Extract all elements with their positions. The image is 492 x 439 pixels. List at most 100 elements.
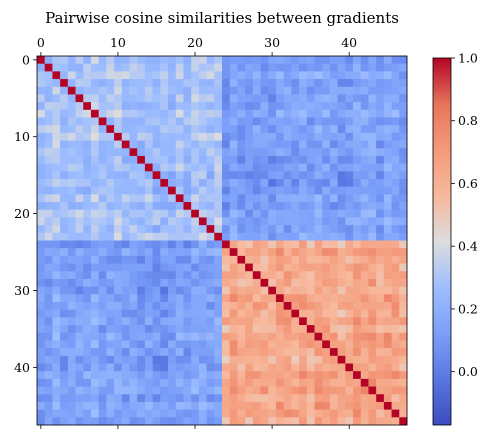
heatmap-cell bbox=[37, 340, 46, 349]
heatmap-cell bbox=[306, 355, 315, 364]
heatmap-cell bbox=[191, 325, 200, 334]
heatmap-cell bbox=[275, 286, 285, 295]
heatmap-cell bbox=[129, 125, 138, 134]
heatmap-cell bbox=[283, 271, 292, 280]
heatmap-cell bbox=[160, 255, 169, 264]
heatmap-cell bbox=[75, 125, 84, 134]
heatmap-cell bbox=[306, 71, 315, 80]
heatmap-cell bbox=[121, 86, 130, 95]
heatmap-cell bbox=[391, 125, 400, 134]
heatmap-cell bbox=[121, 340, 130, 349]
heatmap-cell bbox=[260, 286, 269, 295]
heatmap-cell bbox=[198, 86, 207, 95]
heatmap-cell bbox=[60, 255, 69, 264]
heatmap-cell bbox=[137, 355, 146, 364]
heatmap-cell bbox=[137, 217, 146, 226]
heatmap-cell bbox=[391, 363, 400, 372]
heatmap-cell bbox=[275, 179, 285, 188]
heatmap-cell bbox=[98, 355, 107, 364]
heatmap-cell bbox=[191, 294, 200, 303]
heatmap-cell bbox=[44, 217, 53, 226]
heatmap-cell bbox=[353, 294, 362, 303]
heatmap-cell bbox=[198, 94, 207, 103]
heatmap-cell bbox=[90, 286, 100, 295]
heatmap-cell bbox=[383, 332, 392, 341]
colorbar-tick-label: 0.2 bbox=[458, 301, 478, 316]
heatmap-cell bbox=[52, 163, 61, 172]
heatmap-cell bbox=[329, 132, 339, 141]
heatmap-cell bbox=[383, 378, 392, 387]
heatmap-cell bbox=[237, 217, 246, 226]
heatmap-cell bbox=[214, 94, 223, 103]
heatmap-cell bbox=[168, 225, 177, 234]
heatmap-cell bbox=[44, 386, 53, 395]
heatmap-cell bbox=[275, 225, 285, 234]
heatmap-cell bbox=[191, 163, 200, 172]
heatmap-cell bbox=[322, 125, 331, 134]
heatmap-cell bbox=[399, 355, 408, 364]
heatmap-cell bbox=[399, 155, 408, 165]
heatmap-cell bbox=[90, 132, 100, 141]
heatmap-cell bbox=[67, 417, 76, 426]
heatmap-cell bbox=[214, 317, 223, 326]
heatmap-cell bbox=[306, 179, 315, 188]
heatmap-cell bbox=[114, 225, 123, 234]
heatmap-cell bbox=[152, 248, 161, 257]
heatmap-cell bbox=[183, 286, 192, 295]
heatmap-cell bbox=[75, 117, 84, 126]
heatmap-cell bbox=[198, 348, 207, 357]
heatmap-cell bbox=[121, 309, 130, 318]
heatmap-cell bbox=[399, 117, 408, 126]
heatmap-cell bbox=[275, 71, 285, 80]
heatmap-cell bbox=[260, 378, 269, 387]
heatmap-cell bbox=[337, 132, 346, 141]
heatmap-cell bbox=[98, 202, 107, 211]
heatmap-cell bbox=[368, 386, 377, 395]
heatmap-cell bbox=[144, 79, 154, 88]
heatmap-cell bbox=[52, 148, 61, 157]
heatmap-cell bbox=[206, 271, 215, 280]
heatmap-cell bbox=[222, 225, 231, 234]
heatmap-cell bbox=[183, 140, 192, 149]
heatmap-cell bbox=[268, 394, 277, 403]
heatmap-cell bbox=[291, 363, 300, 372]
heatmap-cell bbox=[275, 102, 285, 111]
heatmap-cell bbox=[75, 294, 84, 303]
heatmap-cell bbox=[291, 86, 300, 95]
heatmap-cell bbox=[291, 94, 300, 103]
heatmap-cell bbox=[368, 271, 377, 280]
heatmap-cell bbox=[98, 363, 107, 372]
heatmap-cell bbox=[376, 294, 385, 303]
heatmap-cell bbox=[44, 86, 53, 95]
heatmap-cell bbox=[383, 148, 392, 157]
heatmap-cell bbox=[52, 209, 61, 218]
heatmap-cell bbox=[214, 355, 223, 364]
heatmap-cell bbox=[306, 202, 315, 211]
heatmap-cell bbox=[206, 340, 215, 349]
heatmap-cell bbox=[229, 148, 238, 157]
heatmap-cell bbox=[37, 271, 46, 280]
heatmap-cell bbox=[383, 155, 392, 165]
heatmap-cell bbox=[329, 202, 339, 211]
heatmap-cell bbox=[345, 171, 354, 180]
heatmap-cell bbox=[345, 325, 354, 334]
heatmap-cell bbox=[144, 278, 154, 288]
heatmap-cell bbox=[175, 248, 184, 257]
heatmap-cell bbox=[399, 186, 408, 195]
heatmap-cell bbox=[106, 355, 115, 364]
heatmap-cell bbox=[360, 155, 369, 165]
heatmap-cell bbox=[314, 355, 323, 364]
heatmap-cell bbox=[129, 194, 138, 203]
heatmap-cell bbox=[137, 386, 146, 395]
heatmap-cell bbox=[129, 232, 138, 241]
heatmap-cell bbox=[137, 209, 146, 218]
heatmap-cell bbox=[137, 263, 146, 272]
heatmap-cell bbox=[144, 109, 154, 118]
heatmap-cell bbox=[98, 163, 107, 172]
heatmap-cell bbox=[314, 202, 323, 211]
heatmap-cell bbox=[52, 225, 61, 234]
heatmap-cell bbox=[83, 355, 92, 364]
heatmap-cell bbox=[198, 163, 207, 172]
heatmap-cell bbox=[106, 79, 115, 88]
heatmap-cell bbox=[260, 148, 269, 157]
